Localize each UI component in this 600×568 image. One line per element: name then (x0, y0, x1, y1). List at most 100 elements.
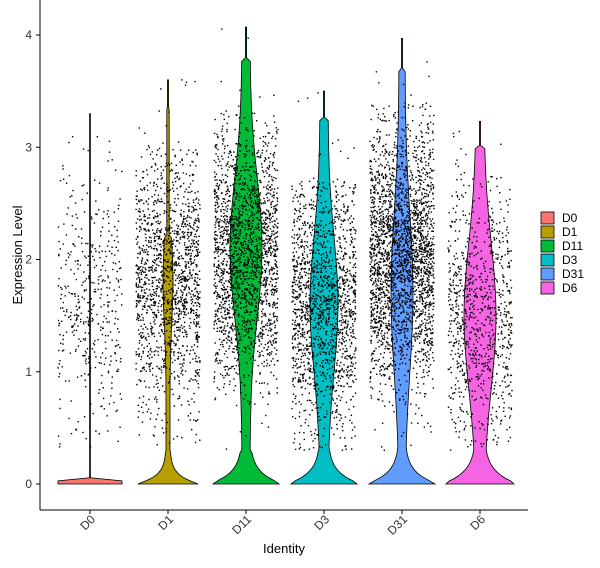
point-d3 (300, 194, 302, 196)
point-d1 (197, 226, 200, 229)
point-d3 (347, 374, 349, 376)
point-d11 (238, 215, 241, 218)
point-d11 (242, 197, 244, 199)
point-d1 (137, 295, 139, 297)
point-d3 (325, 333, 327, 336)
point-d1 (169, 241, 171, 243)
point-d1 (142, 210, 144, 212)
point-d11 (265, 281, 267, 283)
point-d0 (92, 342, 95, 345)
point-d0 (113, 401, 115, 404)
point-d3 (311, 243, 314, 245)
point-d3 (306, 368, 309, 371)
point-d1 (140, 188, 142, 190)
point-d11 (214, 244, 216, 246)
point-d1 (197, 323, 200, 325)
point-d11 (253, 202, 255, 204)
point-d11 (235, 196, 237, 198)
point-d3 (292, 348, 294, 350)
point-d3 (308, 227, 310, 229)
point-d11 (238, 313, 240, 315)
point-d11 (249, 254, 252, 256)
point-d11 (262, 333, 264, 336)
point-d3 (348, 308, 350, 310)
point-d11 (260, 228, 263, 231)
point-d3 (340, 223, 343, 225)
point-d1 (157, 382, 159, 384)
point-d1 (163, 192, 166, 195)
point-d11 (258, 256, 260, 259)
point-d3 (314, 338, 317, 340)
point-d3 (348, 298, 351, 301)
point-d1 (163, 365, 165, 367)
point-d1 (168, 381, 171, 383)
point-d11 (252, 193, 254, 195)
point-d11 (277, 226, 279, 228)
point-d1 (150, 266, 152, 268)
point-d1 (154, 216, 156, 218)
point-d11 (234, 240, 236, 243)
point-d1 (168, 200, 170, 203)
point-d11 (222, 260, 225, 263)
point-d0 (68, 380, 70, 382)
point-d3 (295, 260, 298, 262)
point-d1 (194, 352, 196, 354)
point-d0 (117, 328, 119, 330)
point-d3 (353, 204, 355, 206)
point-d11 (219, 237, 221, 239)
point-d11 (261, 316, 263, 318)
point-d11 (234, 265, 236, 268)
point-d0 (119, 393, 121, 395)
point-d1 (152, 261, 155, 263)
point-d1 (172, 184, 175, 186)
point-d11 (221, 288, 223, 290)
point-d11 (216, 241, 219, 244)
point-d11 (273, 342, 275, 344)
point-d1 (180, 324, 183, 327)
point-d1 (196, 226, 198, 228)
point-d3 (315, 265, 318, 268)
point-d11 (228, 152, 230, 155)
point-d1 (138, 354, 140, 356)
point-d11 (234, 272, 237, 274)
point-d11 (218, 184, 221, 186)
point-d11 (246, 267, 248, 269)
point-d3 (342, 280, 344, 283)
point-d3 (304, 347, 306, 349)
point-d1 (192, 180, 194, 182)
point-d1 (154, 262, 156, 264)
point-d11 (213, 231, 216, 233)
point-d1 (143, 289, 146, 291)
point-d11 (271, 291, 273, 294)
point-d3 (303, 284, 305, 287)
point-d1 (162, 321, 164, 324)
point-d1 (145, 263, 147, 265)
point-d1 (174, 344, 176, 347)
point-d0 (90, 403, 92, 405)
point-d3 (317, 314, 320, 316)
point-d1 (170, 357, 172, 360)
point-d11 (235, 198, 237, 200)
point-d11 (214, 176, 216, 178)
point-d11 (254, 260, 256, 262)
point-d3 (319, 291, 321, 293)
point-d11 (273, 188, 276, 190)
outlier-point-d1 (144, 132, 146, 134)
point-d3 (341, 258, 343, 261)
point-d11 (239, 339, 241, 341)
point-d11 (225, 448, 228, 450)
point-d11 (235, 269, 237, 272)
point-d1 (169, 312, 172, 314)
point-d3 (346, 300, 348, 303)
point-d11 (232, 262, 235, 265)
point-d0 (73, 334, 75, 336)
point-d1 (180, 255, 183, 257)
point-d11 (243, 293, 245, 295)
point-d3 (345, 401, 348, 404)
point-d11 (271, 184, 273, 186)
point-d3 (299, 315, 301, 317)
point-d11 (264, 250, 266, 252)
point-d1 (155, 183, 158, 186)
point-d11 (222, 273, 225, 276)
point-d3 (300, 381, 302, 383)
